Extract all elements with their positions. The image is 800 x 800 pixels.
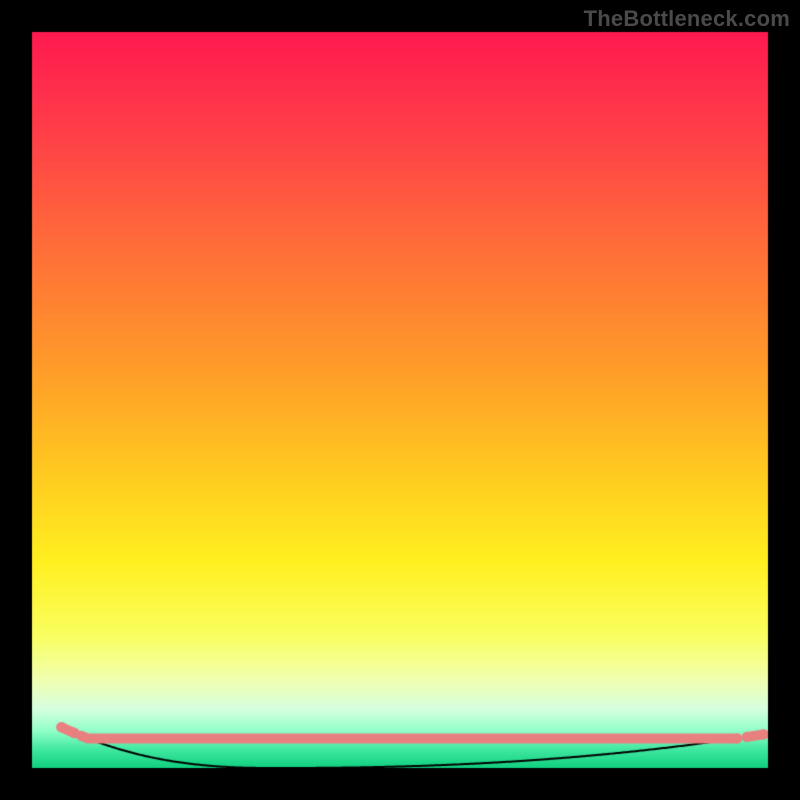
chart-stage: TheBottleneck.com: [0, 0, 800, 800]
bottleneck-curve-chart: [0, 0, 800, 800]
